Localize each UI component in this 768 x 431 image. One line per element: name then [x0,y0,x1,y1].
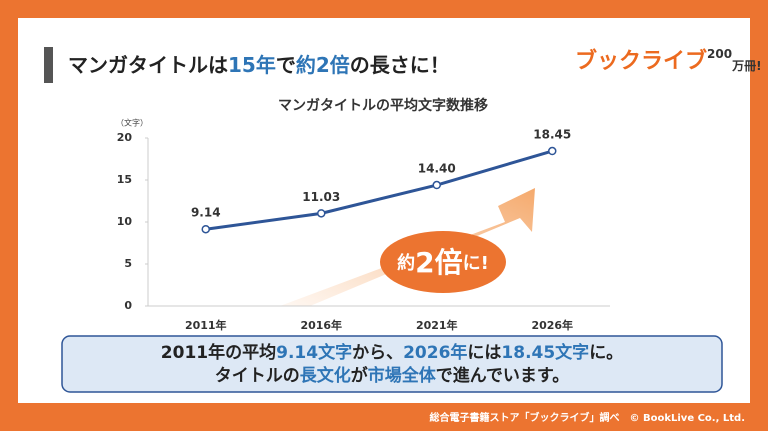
logo-part: 万冊! [731,59,761,73]
title-part: マンガタイトルは [68,53,228,77]
x-tick-label: 2021年 [416,318,458,332]
y-tick-label: 5 [124,257,132,270]
summary-line: 2011年の平均9.14文字から、2026年には18.45文字に。 [161,342,623,363]
chart-title: マンガタイトルの平均文字数推移 [278,97,488,114]
logo-part: 200 [707,47,732,61]
summary-box [61,335,723,393]
summary-part: から、 [352,343,403,363]
title-part: 15年 [228,53,276,77]
series-line [205,149,553,231]
x-tick-label: 2016年 [300,318,342,332]
value-label: 14.40 [418,162,456,176]
summary-part: に。 [589,343,623,363]
y-tick-label: 0 [124,299,132,312]
slide-title: マンガタイトルは15年で約2倍の長さに！ [68,53,450,77]
callout-part: 約 [397,252,415,274]
x-tick-label: 2011年 [185,318,227,332]
summary-part: 2026年 [403,342,467,363]
value-label: 9.14 [191,206,221,220]
data-point [201,224,210,234]
title-part: の長さに！ [350,53,450,77]
summary-part: で進んでいます。 [436,366,569,386]
summary-part: には [467,343,501,363]
summary-part: 2011年の平均 [161,342,276,363]
callout-bubble [380,231,506,293]
y-tick-label: 15 [117,173,132,186]
y-tick-label: 10 [117,215,133,228]
value-label: 11.03 [302,190,340,204]
summary-part: が [351,365,368,386]
value-label: 18.45 [533,128,571,142]
y-tick-label: 20 [117,131,133,144]
title-part: で [276,53,296,77]
logo-part: ブックライブ [575,48,707,74]
y-unit: （文字） [116,118,148,128]
x-tick-label: 2026年 [531,318,573,332]
callout: 約2倍に! [397,246,489,279]
summary-part: 9.14文字 [276,342,352,363]
summary-part: 長文化 [300,365,351,386]
logo: ブックライブ200万冊! [575,47,762,75]
callout-part: に! [463,253,489,274]
summary-part: 18.45文字 [501,342,589,363]
callout-part: 2倍 [415,246,462,279]
summary-line: タイトルの長文化が市場全体で進んでいます。 [215,365,569,386]
title-bar [44,47,53,83]
title-part: 約2倍 [296,53,350,77]
summary-part: 市場全体 [368,365,437,386]
summary-part: タイトルの [215,366,300,386]
data-point [317,209,326,218]
footer: 総合電子書籍ストア「ブックライブ」調べ © BookLive Co., Ltd. [430,411,745,424]
data-point [548,146,557,156]
data-point [432,180,441,190]
